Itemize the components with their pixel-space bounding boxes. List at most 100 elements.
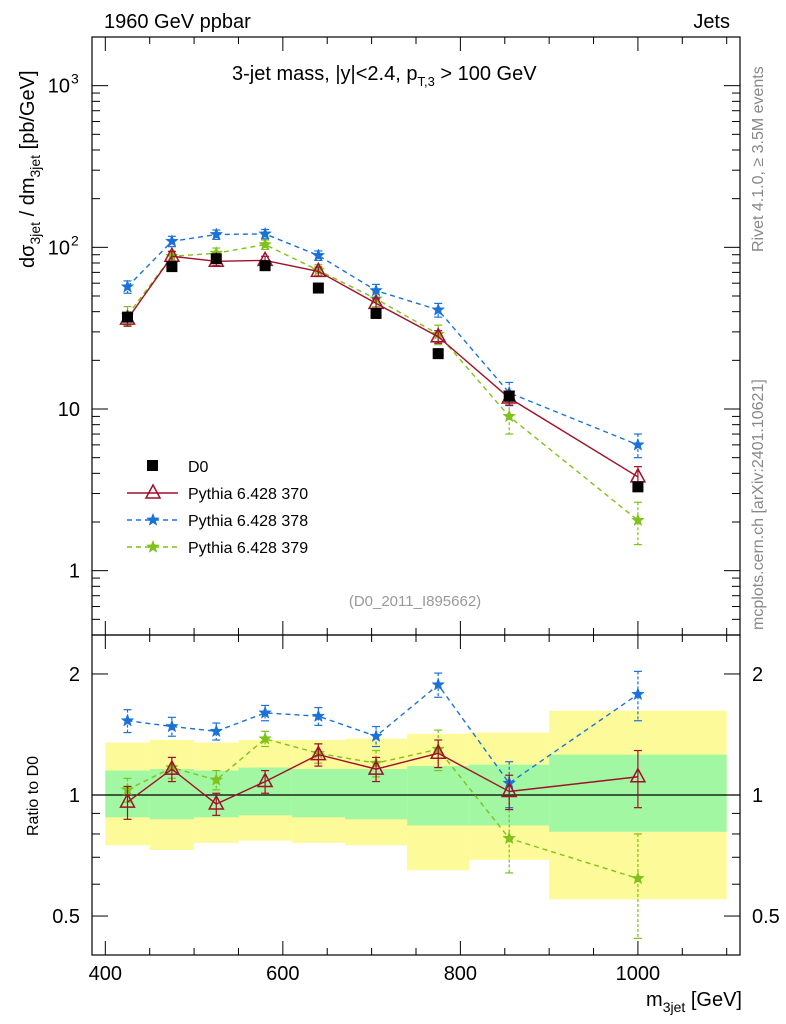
ratio-0-point-0 bbox=[119, 792, 136, 808]
ratio-axis-label: Ratio to D0 bbox=[25, 756, 42, 836]
series-2-point-8 bbox=[631, 513, 645, 527]
main-ytick-sup-2: 2 bbox=[71, 232, 79, 248]
plot-title-sub: T,3 bbox=[417, 74, 434, 89]
series-1-point-5 bbox=[369, 283, 383, 297]
xtick-label-1: 600 bbox=[266, 963, 299, 985]
data-point-5 bbox=[370, 307, 382, 319]
legend: D0 Pythia 6.428 370 Pythia 6.428 378 Pythi… bbox=[127, 459, 308, 557]
data-point-4 bbox=[312, 282, 324, 294]
analysis-id: (D0_2011_I895662) bbox=[349, 593, 481, 610]
x-label-unit: [GeV] bbox=[685, 989, 742, 1011]
y-axis-label: dσ3jet / dm3jet [pb/GeV] bbox=[17, 70, 43, 268]
ratio-1-point-4 bbox=[311, 708, 326, 723]
ratio-1-point-1 bbox=[165, 719, 179, 733]
ratio-panel: 0.5 0.5 1 1 2 2 400 600 800 1000 Ratio to D0 bbox=[25, 634, 780, 985]
ratio-0-point-3 bbox=[256, 771, 274, 788]
band-inner-4 bbox=[291, 769, 345, 818]
band-inner-6 bbox=[407, 766, 470, 826]
x-axis-label: m3jet [GeV] bbox=[646, 989, 742, 1015]
ratio-0-point-5 bbox=[367, 759, 385, 775]
data-point-8 bbox=[632, 481, 644, 493]
ratio-ytick-label-left-1: 1 bbox=[69, 785, 80, 807]
series-1-point-0 bbox=[120, 279, 135, 293]
main-ytick-label-0: 1 bbox=[69, 561, 80, 583]
legend-marker-0 bbox=[144, 483, 162, 499]
series-1-point-2 bbox=[209, 227, 224, 241]
series-1-point-4 bbox=[311, 248, 326, 262]
xtick-label-3: 1000 bbox=[616, 963, 661, 985]
main-ytick-label-1: 10 bbox=[58, 399, 80, 421]
ratio-2-point-2 bbox=[209, 772, 224, 786]
ratio-2-point-3 bbox=[258, 731, 272, 745]
series-1-point-6 bbox=[431, 302, 446, 316]
series-0-point-4 bbox=[310, 261, 327, 278]
data-point-7 bbox=[503, 390, 515, 402]
series-0-point-6 bbox=[429, 327, 447, 343]
series-line-2 bbox=[126, 243, 639, 521]
y-label-part-1: 3jet bbox=[27, 222, 43, 245]
y-label-part-4: [pb/GeV] bbox=[17, 70, 39, 155]
header-process: Jets bbox=[693, 11, 730, 33]
side-label-rivet: Rivet 4.1.0, ≥ 3.5M events bbox=[750, 66, 767, 252]
ratio-1-point-5 bbox=[369, 728, 383, 743]
series-line-1 bbox=[126, 233, 639, 446]
ratio-2-point-7 bbox=[502, 831, 517, 845]
data-point-6 bbox=[432, 348, 444, 360]
ratio-1-point-3 bbox=[258, 705, 272, 719]
ratio-0-point-1 bbox=[163, 759, 181, 775]
xtick-label-2: 800 bbox=[444, 963, 477, 985]
ratio-line-2 bbox=[127, 738, 639, 880]
ratio-marks bbox=[92, 670, 740, 939]
series-1-point-8 bbox=[631, 437, 645, 451]
data-point-1 bbox=[166, 261, 178, 273]
series-2-point-7 bbox=[502, 409, 517, 423]
ratio-line-1 bbox=[127, 683, 639, 785]
series-2-point-3 bbox=[258, 237, 272, 251]
data-point-2 bbox=[210, 253, 222, 265]
xtick-label-0: 400 bbox=[89, 963, 122, 985]
series-1-point-1 bbox=[165, 234, 179, 248]
ratio-ytick-label-right-2: 2 bbox=[752, 664, 763, 686]
series-line-0 bbox=[126, 255, 639, 478]
ratio-0-point-7 bbox=[500, 781, 518, 798]
legend-marker-data bbox=[147, 460, 158, 471]
side-label-mcplots: mcplots.cern.ch [arXiv:2401.10621] bbox=[750, 379, 767, 630]
main-marks bbox=[119, 226, 647, 546]
ratio-0-point-2 bbox=[208, 794, 225, 810]
plot-title-main: 3-jet mass, |y|<2.4, p bbox=[232, 63, 417, 85]
plot-title-tail: > 100 GeV bbox=[435, 63, 537, 85]
legend-label-0: Pythia 6.428 370 bbox=[188, 486, 308, 503]
ratio-ytick-label-left-0: 0.5 bbox=[52, 906, 80, 928]
y-label-part-2: / dm bbox=[17, 178, 39, 222]
legend-marker-1 bbox=[146, 512, 160, 526]
main-ytick-label-2: 10 bbox=[48, 237, 70, 259]
ratio-ytick-label-right-0: 0.5 bbox=[752, 906, 780, 928]
ratio-0-point-6 bbox=[429, 743, 447, 760]
ratio-1-point-2 bbox=[209, 724, 224, 738]
ratio-1-point-0 bbox=[120, 713, 135, 727]
plot-title: 3-jet mass, |y|<2.4, pT,3 > 100 GeV bbox=[232, 63, 537, 89]
data-point-3 bbox=[259, 260, 271, 272]
ratio-0-point-8 bbox=[629, 767, 647, 783]
series-1-point-3 bbox=[258, 226, 272, 240]
y-label-part-0: dσ bbox=[17, 244, 39, 268]
ratio-ytick-label-left-2: 2 bbox=[69, 664, 80, 686]
legend-label-1: Pythia 6.428 378 bbox=[188, 513, 308, 530]
ratio-2-point-8 bbox=[631, 871, 645, 885]
ratio-ytick-label-right-1: 1 bbox=[752, 785, 763, 807]
ratio-0-point-4 bbox=[310, 745, 327, 761]
main-ytick-sup-3: 3 bbox=[71, 71, 79, 87]
x-label-sub: 3jet bbox=[663, 999, 686, 1015]
legend-label-2: Pythia 6.428 379 bbox=[188, 540, 308, 557]
main-ytick-label-3: 10 bbox=[48, 76, 70, 98]
data-point-0 bbox=[122, 311, 134, 323]
ratio-axis-ticks: 0.5 0.5 1 1 2 2 400 600 800 1000 bbox=[52, 635, 780, 985]
legend-label-data: D0 bbox=[188, 459, 209, 476]
ratio-1-point-8 bbox=[631, 687, 645, 701]
legend-marker-2 bbox=[146, 539, 160, 553]
x-label-main: m bbox=[646, 989, 663, 1011]
y-label-part-3: 3jet bbox=[27, 155, 43, 178]
